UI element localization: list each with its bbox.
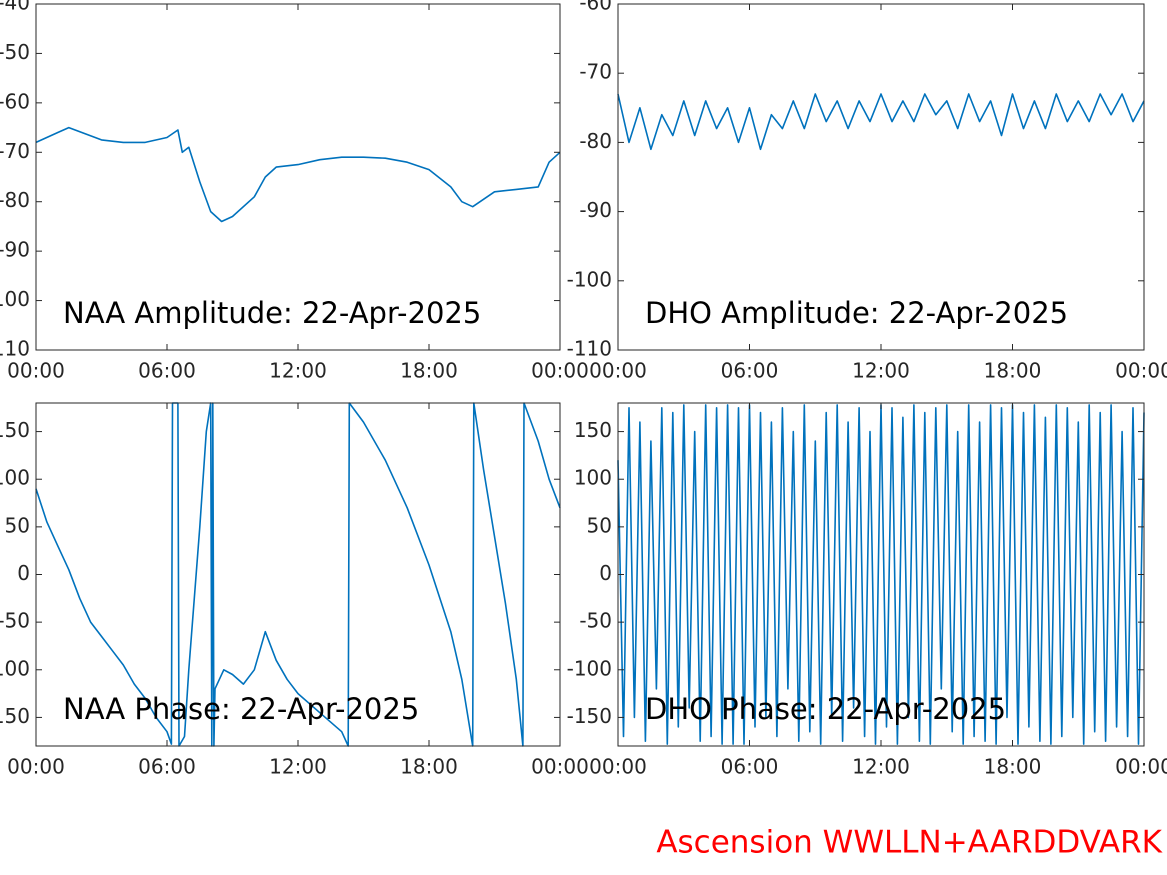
y-tick-label: -80	[0, 188, 30, 212]
x-tick-label: 00:00	[1115, 755, 1167, 779]
x-tick-label: 06:00	[138, 755, 196, 779]
data-line	[35, 126, 561, 223]
y-tick-label: -50	[579, 609, 612, 633]
y-tick-label: 100	[0, 466, 30, 490]
y-tick-label: -100	[567, 267, 612, 291]
x-tick-label: 06:00	[138, 359, 196, 383]
x-tick-label: 00:00	[1115, 359, 1167, 383]
x-tick-label: 00:00	[7, 755, 65, 779]
caption: Ascension WWLLN+AARDDVARK	[656, 825, 1162, 861]
plot-area	[36, 4, 560, 350]
x-tick-label: 18:00	[400, 755, 458, 779]
y-tick-label: -110	[0, 337, 30, 361]
data-line	[617, 93, 1145, 151]
data-line	[35, 402, 561, 747]
plot-area	[618, 403, 1144, 746]
y-tick-label: -70	[0, 139, 30, 163]
x-tick-label: 12:00	[852, 359, 910, 383]
y-tick-label: 150	[0, 418, 30, 442]
y-tick-label: -60	[0, 89, 30, 113]
y-tick-label: 50	[587, 513, 612, 537]
y-tick-label: -110	[567, 337, 612, 361]
y-tick-label: -50	[0, 609, 30, 633]
plot-area	[618, 4, 1144, 350]
y-tick-label: -50	[0, 40, 30, 64]
y-tick-label: -100	[0, 287, 30, 311]
y-tick-label: 0	[599, 561, 612, 585]
y-tick-label: -100	[0, 656, 30, 680]
x-tick-label: 00:00	[7, 359, 65, 383]
x-tick-label: 12:00	[852, 755, 910, 779]
x-tick-label: 18:00	[984, 359, 1042, 383]
y-tick-label: -60	[579, 0, 612, 15]
y-tick-label: -90	[579, 198, 612, 222]
annotation: DHO Amplitude: 22-Apr-2025	[645, 296, 1068, 330]
y-tick-label: -70	[579, 60, 612, 84]
y-tick-label: 100	[574, 466, 612, 490]
y-tick-label: -80	[579, 129, 612, 153]
x-tick-label: 18:00	[400, 359, 458, 383]
annotation: NAA Amplitude: 22-Apr-2025	[63, 296, 481, 330]
x-tick-label: 12:00	[269, 755, 327, 779]
y-tick-label: -100	[567, 656, 612, 680]
y-tick-label: -40	[0, 0, 30, 15]
y-tick-label: -90	[0, 238, 30, 262]
y-tick-label: 0	[17, 561, 30, 585]
y-tick-label: -150	[567, 704, 612, 728]
x-tick-label: 00:00	[531, 755, 589, 779]
x-tick-label: 06:00	[721, 755, 779, 779]
x-tick-label: 00:00	[589, 755, 647, 779]
x-tick-label: 00:00	[589, 359, 647, 383]
x-tick-label: 06:00	[721, 359, 779, 383]
x-tick-label: 12:00	[269, 359, 327, 383]
y-tick-label: 150	[574, 418, 612, 442]
x-tick-label: 00:00	[531, 359, 589, 383]
x-tick-label: 18:00	[984, 755, 1042, 779]
y-tick-label: 50	[5, 513, 30, 537]
y-tick-label: -150	[0, 704, 30, 728]
annotation: DHO Phase: 22-Apr-2025	[645, 692, 1006, 726]
annotation: NAA Phase: 22-Apr-2025	[63, 692, 419, 726]
